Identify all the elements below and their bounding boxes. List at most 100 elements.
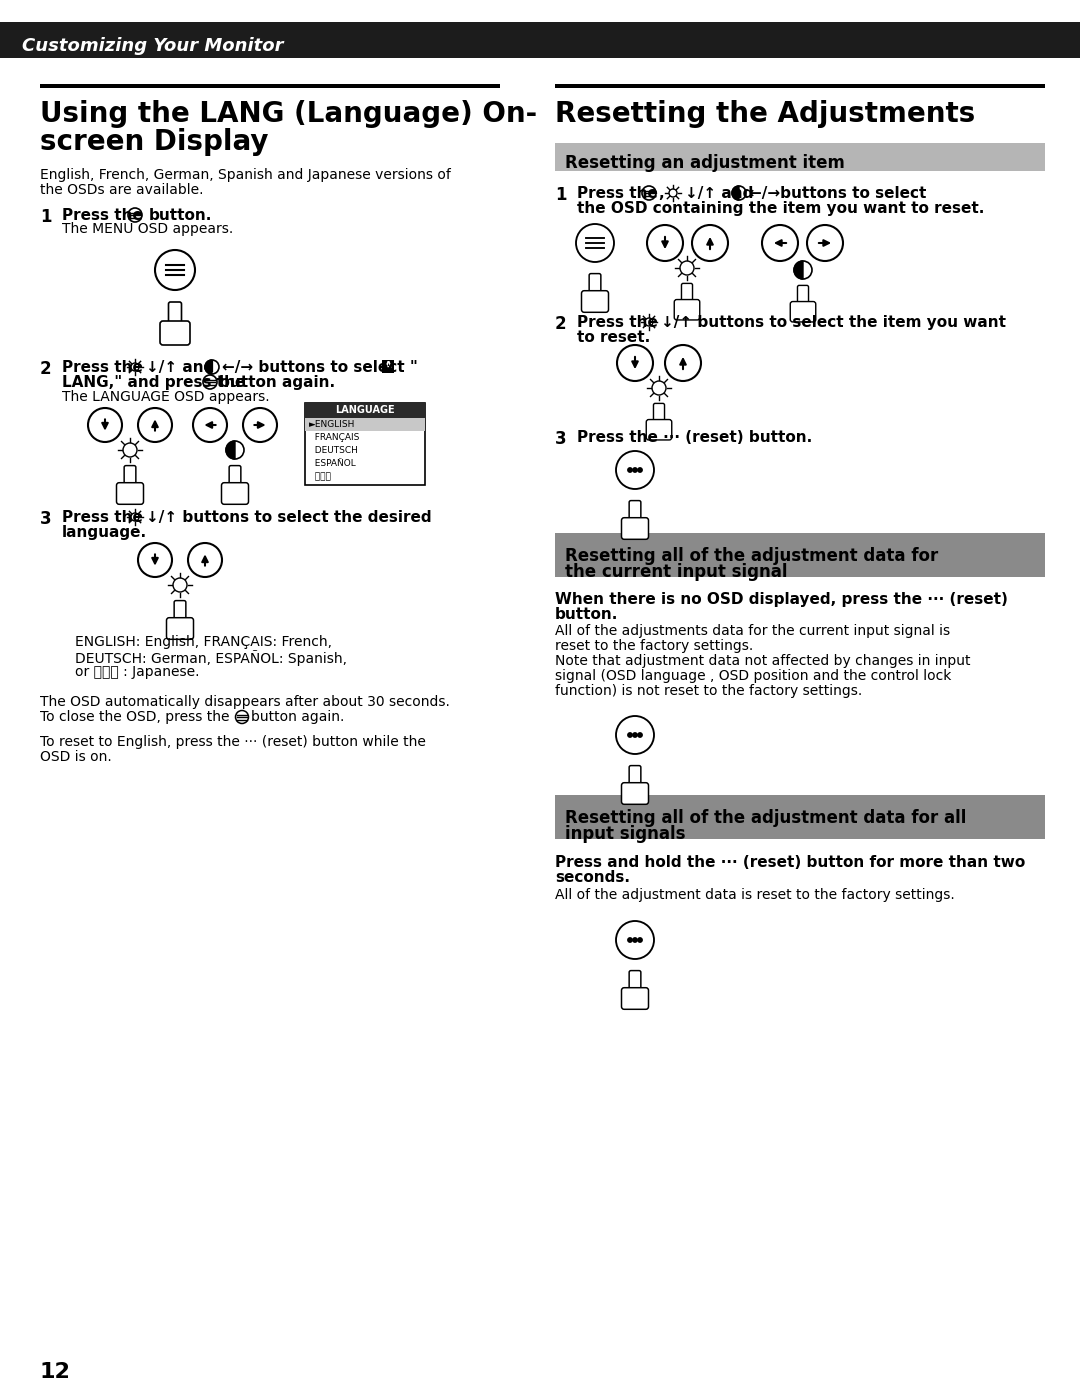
Bar xyxy=(40,84,500,88)
FancyBboxPatch shape xyxy=(174,601,186,624)
Text: To close the OSD, press the: To close the OSD, press the xyxy=(40,710,234,724)
Text: 12: 12 xyxy=(40,1362,71,1382)
Text: or 日本語 : Japanese.: or 日本語 : Japanese. xyxy=(75,665,200,679)
Text: ►ENGLISH: ►ENGLISH xyxy=(309,420,355,429)
Text: language.: language. xyxy=(62,525,147,541)
Text: button again.: button again. xyxy=(251,710,345,724)
Text: button.: button. xyxy=(149,208,213,224)
Text: DEUTSCH: German, ESPAÑOL: Spanish,: DEUTSCH: German, ESPAÑOL: Spanish, xyxy=(75,650,347,666)
FancyBboxPatch shape xyxy=(621,988,648,1009)
Text: Press the: Press the xyxy=(577,314,663,330)
Text: LANGUAGE: LANGUAGE xyxy=(335,405,395,415)
Text: the OSD containing the item you want to reset.: the OSD containing the item you want to … xyxy=(577,201,984,217)
Text: reset to the factory settings.: reset to the factory settings. xyxy=(555,638,753,652)
Text: ←/→buttons to select: ←/→buttons to select xyxy=(750,186,927,201)
Text: button.: button. xyxy=(555,608,619,622)
Circle shape xyxy=(627,733,632,738)
Text: To reset to English, press the ··· (reset) button while the: To reset to English, press the ··· (rese… xyxy=(40,735,426,749)
Circle shape xyxy=(627,937,632,942)
Text: Press the: Press the xyxy=(62,208,148,224)
Text: 3: 3 xyxy=(555,430,567,448)
FancyBboxPatch shape xyxy=(160,321,190,345)
Text: The OSD automatically disappears after about 30 seconds.: The OSD automatically disappears after a… xyxy=(40,694,450,710)
Text: 1: 1 xyxy=(40,208,52,226)
Text: ESPAÑOL: ESPAÑOL xyxy=(309,460,355,468)
Bar xyxy=(555,142,1045,170)
Circle shape xyxy=(638,733,643,738)
FancyBboxPatch shape xyxy=(621,518,648,539)
Text: ↓/↑ and: ↓/↑ and xyxy=(146,360,219,374)
Text: ,: , xyxy=(659,186,670,201)
Circle shape xyxy=(638,937,643,942)
Polygon shape xyxy=(226,441,235,460)
Text: Customizing Your Monitor: Customizing Your Monitor xyxy=(22,36,283,54)
FancyBboxPatch shape xyxy=(168,302,181,328)
FancyBboxPatch shape xyxy=(630,500,640,524)
Text: ↓/↑ buttons to select the desired: ↓/↑ buttons to select the desired xyxy=(146,510,432,525)
Text: ←/→ buttons to select ": ←/→ buttons to select " xyxy=(222,360,418,374)
Polygon shape xyxy=(794,261,804,279)
Circle shape xyxy=(633,733,637,738)
Text: 3: 3 xyxy=(40,510,52,528)
Polygon shape xyxy=(205,360,212,374)
FancyBboxPatch shape xyxy=(229,465,241,489)
FancyBboxPatch shape xyxy=(681,284,692,306)
Circle shape xyxy=(633,468,637,472)
Text: ↓/↑ and: ↓/↑ and xyxy=(685,186,758,201)
FancyBboxPatch shape xyxy=(621,782,648,805)
Text: button again.: button again. xyxy=(219,374,335,390)
Text: Resetting all of the adjustment data for: Resetting all of the adjustment data for xyxy=(565,548,939,564)
Text: screen Display: screen Display xyxy=(40,129,269,156)
FancyBboxPatch shape xyxy=(124,465,136,489)
Text: Resetting the Adjustments: Resetting the Adjustments xyxy=(555,101,975,129)
Text: All of the adjustments data for the current input signal is: All of the adjustments data for the curr… xyxy=(555,624,950,638)
Text: English, French, German, Spanish and Japanese versions of: English, French, German, Spanish and Jap… xyxy=(40,168,450,182)
FancyBboxPatch shape xyxy=(590,274,600,298)
FancyBboxPatch shape xyxy=(791,302,815,321)
Bar xyxy=(305,402,426,485)
Text: Note that adjustment data not affected by changes in input: Note that adjustment data not affected b… xyxy=(555,654,971,668)
Text: ↓/↑ buttons to select the item you want: ↓/↑ buttons to select the item you want xyxy=(661,314,1005,330)
Text: the OSDs are available.: the OSDs are available. xyxy=(40,183,203,197)
FancyBboxPatch shape xyxy=(630,971,640,995)
Text: Press and hold the ··· (reset) button for more than two: Press and hold the ··· (reset) button fo… xyxy=(555,855,1025,870)
FancyBboxPatch shape xyxy=(797,285,809,307)
FancyBboxPatch shape xyxy=(221,483,248,504)
Text: DEUTSCH: DEUTSCH xyxy=(309,446,357,455)
Text: signal (OSD language , OSD position and the control lock: signal (OSD language , OSD position and … xyxy=(555,669,951,683)
Bar xyxy=(0,22,1080,59)
FancyBboxPatch shape xyxy=(117,483,144,504)
Text: 2: 2 xyxy=(40,360,52,379)
Text: Press the ··· (reset) button.: Press the ··· (reset) button. xyxy=(577,430,812,446)
FancyBboxPatch shape xyxy=(653,404,664,426)
Circle shape xyxy=(638,468,643,472)
Bar xyxy=(305,402,426,418)
Text: 1: 1 xyxy=(555,186,567,204)
Circle shape xyxy=(633,937,637,942)
Text: The MENU OSD appears.: The MENU OSD appears. xyxy=(62,222,233,236)
Text: Press the: Press the xyxy=(62,360,148,374)
Text: ENGLISH: English, FRANÇAIS: French,: ENGLISH: English, FRANÇAIS: French, xyxy=(75,636,332,650)
FancyBboxPatch shape xyxy=(630,766,640,789)
Text: All of the adjustment data is reset to the factory settings.: All of the adjustment data is reset to t… xyxy=(555,888,955,902)
Bar xyxy=(555,84,1045,88)
Text: 日本語: 日本語 xyxy=(309,472,330,481)
Circle shape xyxy=(627,468,632,472)
Text: Press the: Press the xyxy=(577,186,663,201)
Text: LANG," and press the: LANG," and press the xyxy=(62,374,251,390)
FancyBboxPatch shape xyxy=(646,419,672,440)
Bar xyxy=(305,418,426,432)
Polygon shape xyxy=(732,186,739,200)
FancyBboxPatch shape xyxy=(581,291,608,313)
Bar xyxy=(555,534,1045,577)
FancyBboxPatch shape xyxy=(674,299,700,320)
Text: The LANGUAGE OSD appears.: The LANGUAGE OSD appears. xyxy=(62,390,270,404)
FancyBboxPatch shape xyxy=(166,617,193,640)
Text: Press the: Press the xyxy=(62,510,148,525)
Text: FRANÇAIS: FRANÇAIS xyxy=(309,433,360,441)
Text: seconds.: seconds. xyxy=(555,870,630,886)
Text: OSD is on.: OSD is on. xyxy=(40,750,111,764)
Text: input signals: input signals xyxy=(565,826,686,842)
Text: the current input signal: the current input signal xyxy=(565,563,787,581)
Text: Resetting an adjustment item: Resetting an adjustment item xyxy=(565,154,845,172)
